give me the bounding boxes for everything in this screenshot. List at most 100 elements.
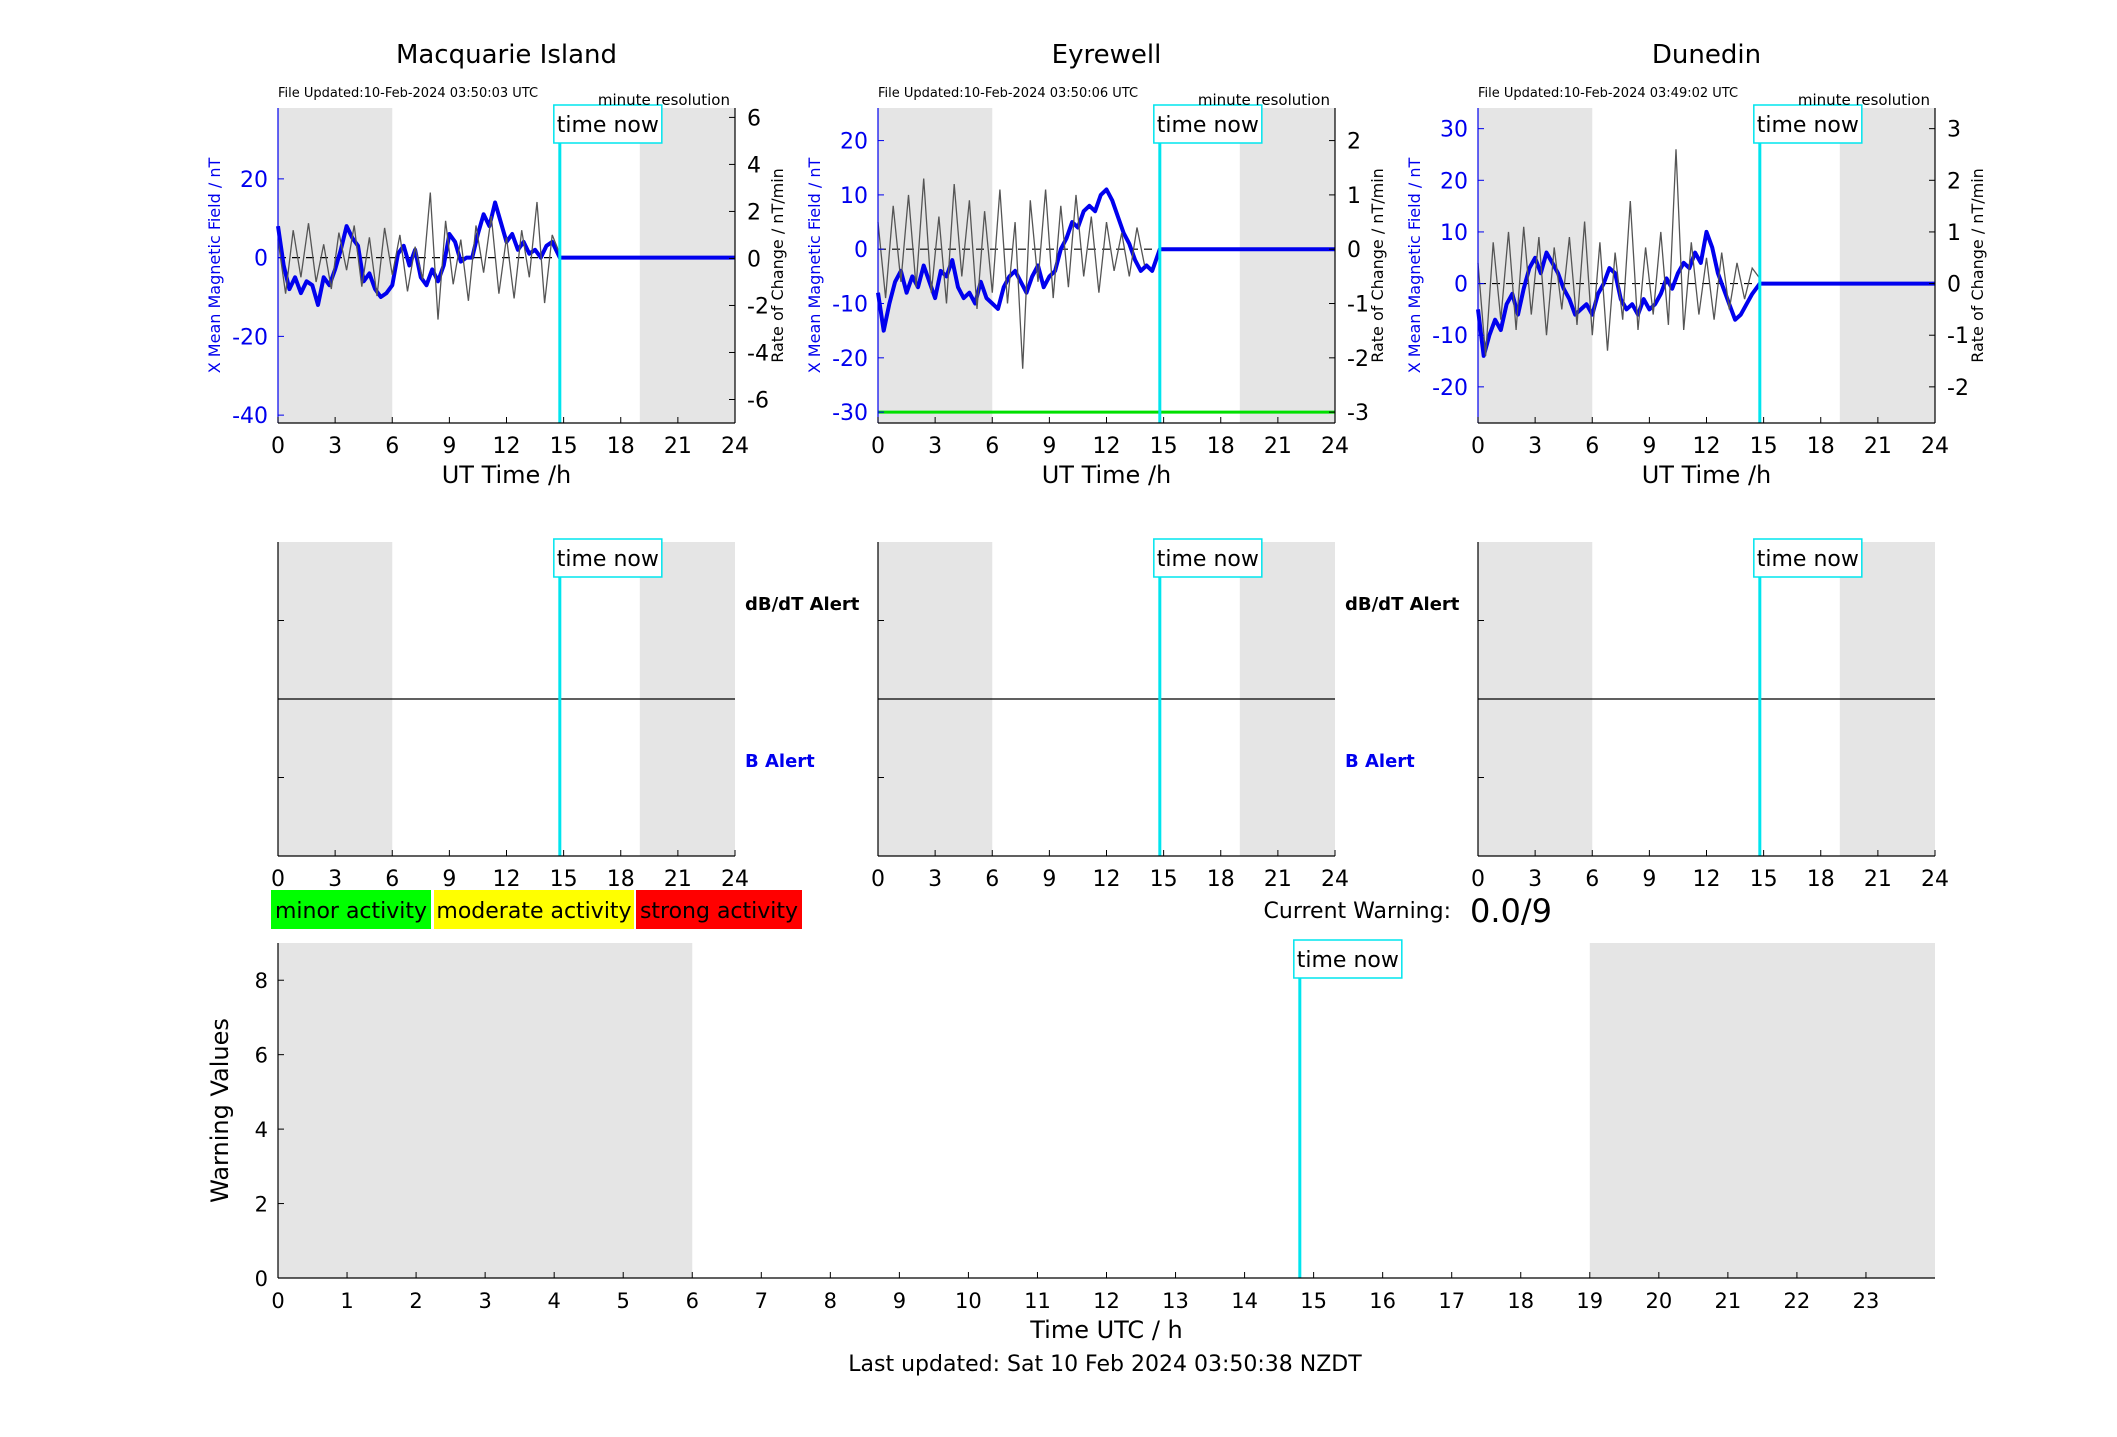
time-now-label: time now [1757,113,1859,138]
time-now-label: time now [1757,547,1859,572]
rate-of-change-series [1477,149,1761,356]
time-now-label: time now [1157,547,1259,572]
rate-of-change-series [277,192,561,320]
y-tick-label-right: 0 [1347,238,1361,263]
y-tick-label: 6 [255,1044,268,1068]
x-tick-label: 12 [1693,434,1721,459]
y-tick-label: 30 [1440,118,1468,143]
x-tick-label: 15 [1150,867,1178,892]
x-tick-label: 18 [607,867,635,892]
time-now-label: time now [1157,113,1259,138]
y-tick-label: 8 [255,969,268,993]
y-tick-label-right: 2 [1947,169,1961,194]
y-tick-label: 10 [1440,221,1468,246]
x-tick-label: 6 [385,867,399,892]
legend-swatch-minor [271,890,431,929]
y-tick-label-right: 0 [747,247,761,272]
x-tick-label: 15 [550,434,578,459]
x-tick-label: 9 [1642,867,1656,892]
chart-panel-4: dB/dT Alert B Alert time now 0 3 6 9 12 15 18 21 24 [271,538,860,892]
x-tick-label: 18 [1207,867,1235,892]
x-tick-label: 0 [271,434,285,459]
x-tick-label: 5 [617,1289,630,1313]
x-tick-label: 6 [1585,867,1599,892]
y-axis-label: X Mean Magnetic Field / nT [805,158,824,374]
x-tick-label: 15 [1150,434,1178,459]
activity-legend: minor activity moderate activity strong … [271,890,802,929]
x-tick-label: 0 [1471,867,1485,892]
chart-title: Dunedin [1652,40,1761,70]
magnetic-field-series [876,187,1335,333]
x-tick-label: 19 [1576,1289,1603,1313]
x-axis-label: UT Time /h [1642,461,1772,489]
x-tick-label: 21 [664,867,692,892]
x-tick-label: 20 [1645,1289,1672,1313]
y-tick-label-right: -2 [1947,376,1969,401]
dbdt-alert-label: dB/dT Alert [1345,594,1460,615]
y-tick-label-right: 3 [1947,118,1961,143]
y-tick-label-right: -3 [1347,401,1369,426]
y-tick-label-right: 1 [1347,184,1361,209]
chart-panel-6: time now 0 3 6 9 12 15 18 21 24 [1471,538,1949,892]
chart-panel-5: dB/dT Alert B Alert time now 0 3 6 9 12 15 18 21 24 [871,538,1460,892]
time-now-label: time now [1297,948,1399,973]
y-tick-label: 2 [255,1193,268,1217]
x-tick-label: 24 [721,867,749,892]
y-tick-label: 0 [255,1267,268,1291]
file-updated-label: File Updated:10-Feb-2024 03:49:02 UTC [1478,86,1738,101]
y-tick-label: 20 [1440,169,1468,194]
y-axis-label-right: Rate of Change / nT/min [1368,168,1387,363]
night-shading [1839,108,1935,423]
x-tick-label: 15 [1300,1289,1327,1313]
x-tick-label: 21 [1715,1289,1742,1313]
x-tick-label: 6 [385,434,399,459]
x-tick-label: 3 [1528,434,1542,459]
x-tick-label: 0 [1471,434,1485,459]
night-shading [1239,108,1335,423]
x-tick-label: 21 [1264,867,1292,892]
time-now-label: time now [557,113,659,138]
y-axis-label-right: Rate of Change / nT/min [1968,168,1987,363]
y-tick-label-right: 0 [1947,273,1961,298]
current-warning-label: Current Warning: [1264,899,1451,924]
x-tick-label: 6 [985,434,999,459]
y-tick-label: -20 [1432,376,1468,401]
x-tick-label: 1 [340,1289,353,1313]
time-now-box [1753,104,1863,144]
x-tick-label: 16 [1369,1289,1396,1313]
x-tick-label: 13 [1162,1289,1189,1313]
y-tick-label-right: 2 [747,200,761,225]
x-tick-label: 21 [1864,867,1892,892]
y-tick-label: -20 [232,325,268,350]
y-tick-label: -40 [232,404,268,429]
y-tick-label: 4 [255,1118,268,1142]
y-axis-label-right: Rate of Change / nT/min [768,168,787,363]
x-tick-label: 15 [1750,867,1778,892]
night-shading [1478,108,1593,423]
y-tick-label-right: -2 [1347,347,1369,372]
x-tick-label: 9 [893,1289,906,1313]
x-tick-label: 11 [1024,1289,1051,1313]
x-tick-label: 10 [955,1289,982,1313]
x-tick-label: 3 [928,434,942,459]
time-now-label: time now [557,547,659,572]
night-shading [878,108,993,423]
resolution-label: minute resolution [1198,91,1330,109]
x-tick-label: 6 [686,1289,699,1313]
x-tick-label: 12 [1093,867,1121,892]
y-tick-label-right: 4 [747,153,761,178]
x-tick-label: 6 [985,867,999,892]
x-tick-label: 24 [1321,434,1349,459]
legend-label-strong: strong activity [640,899,798,924]
current-warning-value: 0.0/9 [1470,892,1552,930]
x-tick-label: 9 [442,434,456,459]
y-tick-label-right: -2 [747,294,769,319]
x-tick-label: 15 [1750,434,1778,459]
x-tick-label: 23 [1853,1289,1880,1313]
last-updated: Last updated: Sat 10 Feb 2024 03:50:38 N… [848,1352,1362,1377]
x-tick-label: 12 [1093,434,1121,459]
